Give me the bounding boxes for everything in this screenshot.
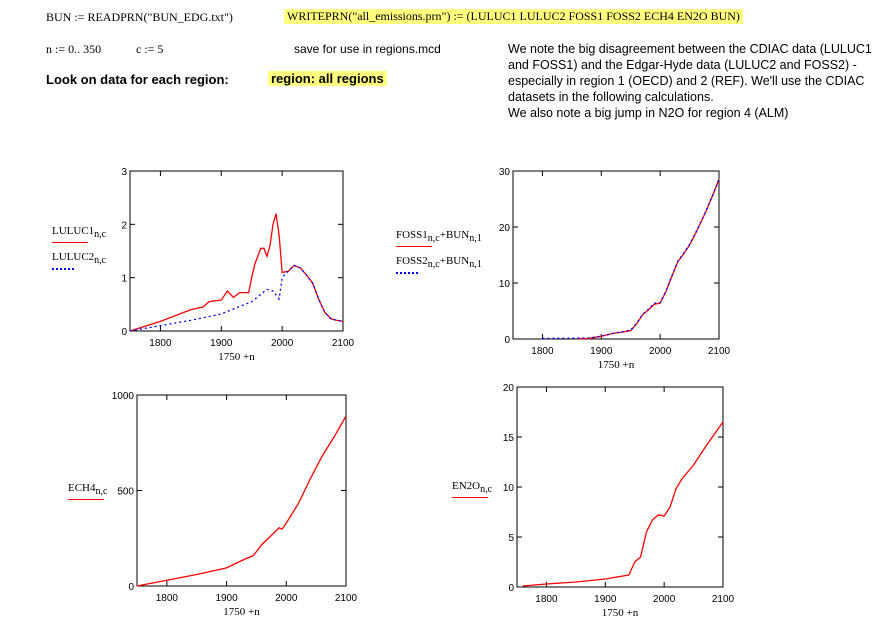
legend-entry: ECH4n,c — [68, 482, 108, 501]
x-tick-label: 1900 — [594, 594, 617, 605]
y-tick-label: 30 — [499, 167, 511, 178]
x-tick-label: 2100 — [335, 593, 358, 604]
series-line-foss2 — [542, 178, 720, 340]
plot-frame — [136, 394, 347, 587]
x-tick-label: 1800 — [531, 346, 554, 357]
legend-label: +BUN — [439, 255, 470, 268]
look-label: Look on data for each region: — [46, 72, 229, 87]
x-tick-label: 2100 — [332, 338, 355, 349]
x-axis-label: 1750 +n — [598, 359, 635, 371]
legend-line-sample — [52, 268, 74, 271]
y-tick-label: 15 — [503, 433, 515, 444]
y-tick-label: 10 — [503, 483, 515, 494]
plot-legend: EN2On,c — [452, 480, 492, 506]
legend-line-sample — [396, 272, 418, 275]
x-tick-label: 1800 — [156, 593, 179, 604]
series-line-luluc2 — [129, 264, 344, 332]
x-axis-label: 1750 +n — [602, 607, 639, 619]
plot-frame — [512, 170, 720, 340]
series-line-luluc1 — [129, 213, 344, 332]
legend-label: EN2O — [452, 480, 481, 492]
legend-entry: FOSS2n,c+BUNn,1 — [396, 255, 482, 275]
y-tick-label: 1000 — [112, 391, 135, 402]
legend-label: LULUC2 — [52, 251, 95, 264]
legend-line-sample — [452, 497, 488, 499]
legend-subscript: n,c — [427, 233, 440, 245]
y-tick-label: 20 — [499, 223, 511, 234]
y-tick-label: 0 — [121, 327, 127, 338]
y-tick-label: 0 — [504, 335, 510, 346]
x-tick-label: 2100 — [708, 346, 731, 357]
legend-line-sample — [52, 242, 88, 244]
plot-frame — [129, 170, 344, 332]
legend-label: +BUN — [439, 229, 470, 241]
legend-subscript: n,c — [94, 255, 107, 267]
x-tick-label: 1900 — [210, 338, 233, 349]
legend-subscript: n,c — [480, 484, 493, 496]
x-tick-label: 2100 — [712, 594, 735, 605]
x-tick-label: 2000 — [271, 338, 294, 349]
x-tick-label: 1900 — [590, 346, 613, 357]
legend-line-sample — [396, 246, 432, 248]
x-tick-label: 2000 — [653, 594, 676, 605]
legend-subscript: n,1 — [469, 259, 482, 271]
legend-entry: LULUC2n,c — [52, 251, 107, 271]
x-axis-label: 1750 +n — [218, 351, 255, 363]
plot-legend: ECH4n,c — [68, 482, 107, 508]
legend-subscript: n,c — [95, 486, 108, 498]
note-line: and FOSS1) and the Edgar-Hyde data (LULU… — [508, 58, 857, 72]
x-axis-label: 1750 +n — [223, 606, 260, 618]
legend-line-sample — [68, 499, 104, 501]
legend-label: ECH4 — [68, 482, 96, 494]
legend-label: FOSS1 — [396, 229, 428, 241]
plot-2: 1800 1900 2000 2100 0 10 20 30 1750 +n — [499, 167, 731, 371]
plot-1: 1800 1900 2000 2100 0 1 2 3 1750 +n — [121, 167, 354, 363]
x-tick-label: 2000 — [649, 346, 672, 357]
plot-frame — [516, 386, 724, 588]
legend-label: LULUC1 — [52, 225, 95, 237]
note-line: datasets in the following calculations. — [508, 90, 714, 104]
y-tick-label: 5 — [508, 533, 514, 544]
series-line-en2o — [522, 421, 724, 587]
readprn-expression[interactable]: BUN := READPRN("BUN_EDG.txt") — [46, 10, 233, 24]
plot-3: 1800 1900 2000 2100 0 500 1000 1750 +n — [112, 391, 358, 618]
series-line-ech4 — [136, 415, 347, 587]
y-tick-label: 20 — [503, 383, 515, 394]
y-tick-label: 0 — [128, 582, 134, 593]
series-line-foss1 — [577, 179, 720, 340]
x-tick-label: 2000 — [275, 593, 298, 604]
y-tick-label: 500 — [117, 487, 134, 498]
plot-legend: FOSS1n,c+BUNn,1 FOSS2n,c+BUNn,1 — [396, 229, 482, 282]
writeprn-expression[interactable]: WRITEPRN("all_emissions.prn") := (LULUC1… — [284, 9, 743, 24]
note-line: especially in region 1 (OECD) and 2 (REF… — [508, 74, 865, 88]
legend-subscript: n,c — [427, 259, 440, 271]
note-line: We also note a big jump in N2O for regio… — [508, 106, 789, 120]
legend-entry: EN2On,c — [452, 480, 493, 499]
y-tick-label: 1 — [121, 274, 127, 285]
legend-entry: FOSS1n,c+BUNn,1 — [396, 229, 482, 248]
disagreement-note: We note the big disagreement between the… — [508, 41, 886, 121]
plot-4: 1800 1900 2000 2100 0 5 10 15 20 1750 +n — [503, 383, 735, 619]
x-tick-label: 1800 — [535, 594, 558, 605]
x-tick-label: 1900 — [215, 593, 238, 604]
save-note: save for use in regions.mcd — [294, 42, 441, 56]
y-tick-label: 0 — [508, 583, 514, 594]
legend-subscript: n,c — [94, 229, 107, 241]
y-tick-label: 10 — [499, 279, 511, 290]
note-line: We note the big disagreement between the… — [508, 42, 872, 56]
legend-entry: LULUC1n,c — [52, 225, 107, 244]
c-definition[interactable]: c := 5 — [136, 42, 164, 56]
y-tick-label: 2 — [121, 220, 127, 231]
legend-label: FOSS2 — [396, 255, 428, 268]
range-n-definition[interactable]: n := 0.. 350 — [46, 42, 102, 56]
plot-legend: LULUC1n,c LULUC2n,c — [52, 225, 106, 278]
region-value[interactable]: region: all regions — [268, 71, 387, 86]
legend-subscript: n,1 — [469, 233, 482, 245]
x-tick-label: 1800 — [149, 338, 172, 349]
y-tick-label: 3 — [121, 167, 127, 178]
